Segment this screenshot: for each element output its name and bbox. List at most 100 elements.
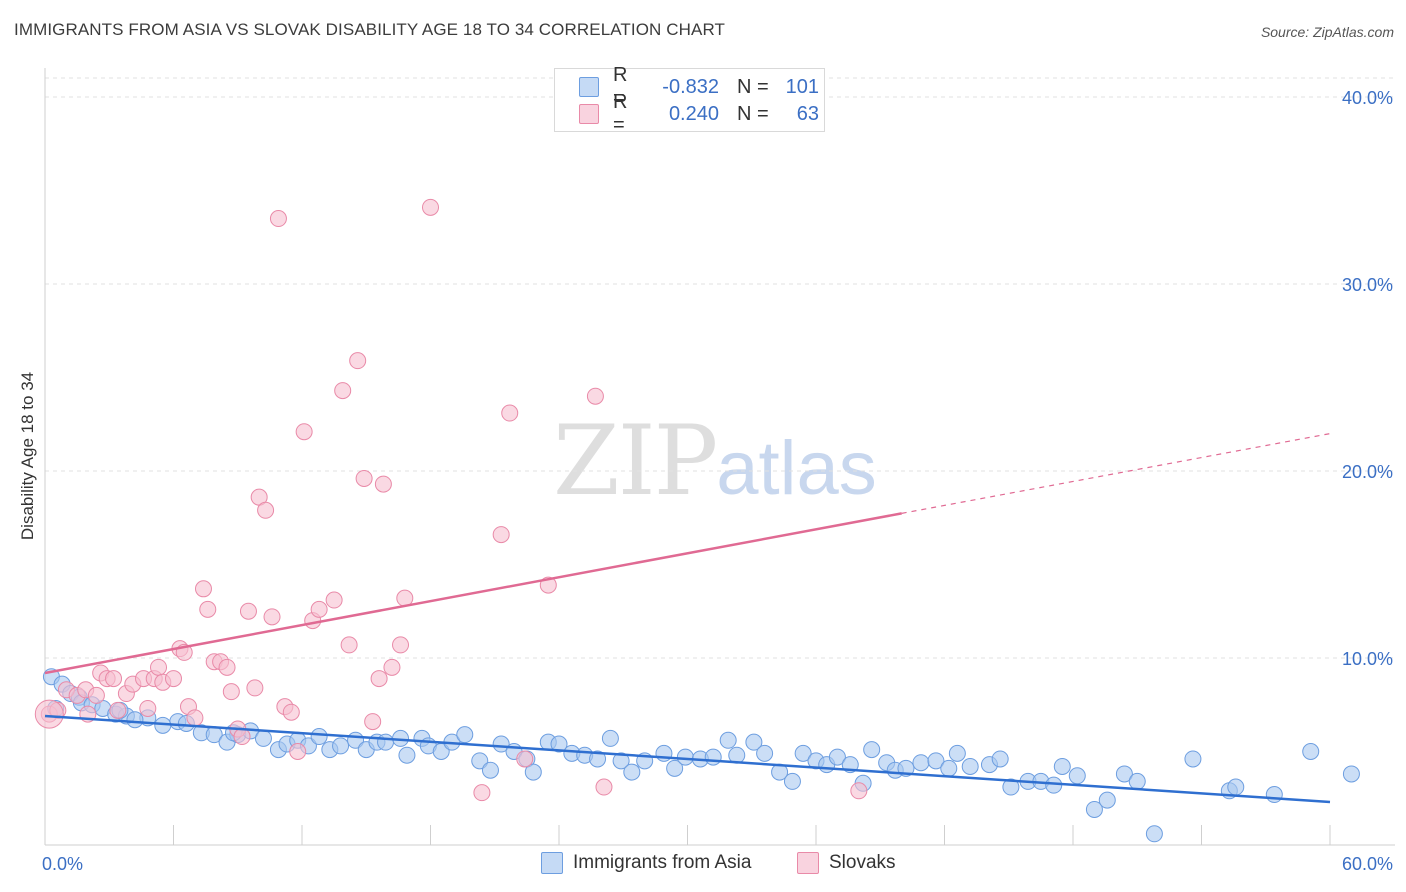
legend-r-value: -0.832 [662, 75, 719, 98]
asia-point [332, 737, 350, 755]
asia-point [828, 748, 846, 766]
slovak-point [218, 658, 236, 676]
asia-point [471, 752, 489, 770]
asia-point [398, 746, 416, 764]
slovak-point [109, 701, 127, 719]
y-tick-label: 30.0% [1342, 275, 1393, 295]
asia-point [676, 748, 694, 766]
slovak-point [422, 198, 439, 216]
slovak-point [392, 636, 410, 654]
source-label: Source: ZipAtlas.com [1260, 24, 1394, 40]
slovak-point [355, 469, 373, 487]
bottom-legend-asia: Immigrants from Asia [541, 852, 751, 874]
asia-point [961, 757, 979, 775]
slovak-point [334, 382, 352, 400]
asia-point [1115, 765, 1133, 783]
asia-point [1098, 791, 1116, 809]
asia-point [310, 728, 328, 746]
slovak-point [325, 591, 343, 609]
legend-r-label: R = [613, 91, 628, 136]
slovak-point [383, 658, 401, 676]
y-tick-label: 20.0% [1342, 462, 1393, 482]
legend-r-value: 0.240 [668, 102, 719, 125]
slovak-point [263, 608, 281, 626]
correlation-legend: R = -0.832 N = 101 R = 0.240 N = 63 [554, 64, 825, 136]
asia-point [745, 733, 763, 751]
asia-point [719, 731, 737, 749]
slovak-point [586, 387, 604, 405]
asia-point [589, 750, 607, 768]
legend-swatch-asia [579, 77, 599, 97]
slovak-point [194, 580, 212, 598]
asia-point [940, 759, 958, 777]
slovak-point [222, 683, 240, 701]
slovak-point [364, 713, 382, 731]
asia-point [550, 735, 568, 753]
legend-swatch-slovaks [579, 104, 599, 124]
slovak-point [850, 782, 868, 800]
legend-n-label: N = [737, 75, 769, 98]
slovak-point [87, 686, 105, 704]
legend-n-value: 101 [785, 75, 819, 98]
legend-row-slovaks: R = 0.240 N = 63 [579, 91, 819, 136]
slovak-point [310, 600, 328, 618]
asia-point [783, 772, 801, 790]
slovak-point [473, 784, 491, 802]
asia-trend-line [44, 714, 1331, 804]
slovak-point [165, 670, 182, 688]
asia-point [126, 711, 144, 729]
slovak-point [370, 670, 388, 688]
asia-point [794, 744, 812, 762]
asia-point [1145, 825, 1163, 843]
watermark: ZIPatlas [553, 405, 877, 517]
asia-point [524, 763, 542, 781]
asia-point [927, 752, 945, 770]
watermark-zip: ZIP [553, 405, 718, 517]
asia-point [948, 744, 966, 762]
asia-point [912, 754, 930, 772]
slovak-point [139, 699, 157, 717]
legend-n-value: 63 [796, 102, 819, 125]
slovak-point [239, 602, 257, 620]
slovak-point [257, 501, 275, 519]
slovak-trend-line-extrapolated [901, 433, 1331, 514]
asia-point [377, 733, 395, 751]
asia-point [612, 752, 630, 770]
slovak-point [349, 352, 367, 370]
slovak-point [269, 210, 287, 228]
slovak-point [282, 703, 300, 721]
slovak-point [34, 699, 64, 729]
slovak-point [374, 475, 392, 493]
slovak-point [246, 679, 264, 697]
slovak-point [199, 600, 217, 618]
slovak-point [340, 636, 358, 654]
slovak-point [501, 404, 519, 422]
slovak-point [595, 778, 613, 796]
slovak-point [295, 423, 313, 441]
slovak-point [516, 750, 534, 768]
slovak-point [105, 670, 123, 688]
asia-point [1227, 778, 1245, 796]
asia-point [1184, 750, 1202, 768]
asia-point [1085, 800, 1103, 818]
bottom-legend-swatch-asia [541, 852, 563, 874]
asia-point [456, 726, 474, 744]
asia-point [863, 741, 881, 759]
asia-point [1068, 767, 1086, 785]
x-tick-label: 0.0% [42, 854, 83, 874]
asia-point [601, 729, 619, 747]
y-axis-label: Disability Age 18 to 34 [18, 371, 37, 541]
legend-row-asia: R = -0.832 N = 101 [579, 64, 819, 109]
bottom-legend-swatch-slovaks [797, 852, 819, 874]
asia-point [1302, 743, 1320, 760]
asia-point [481, 761, 499, 779]
chart-title: IMMIGRANTS FROM ASIA VS SLOVAK DISABILIT… [14, 20, 726, 39]
slovak-point [289, 743, 307, 760]
asia-point [704, 748, 722, 766]
slovak-point [186, 709, 204, 727]
asia-point [1053, 757, 1071, 775]
bottom-legend-label-slovaks: Slovaks [829, 852, 896, 873]
asia-point [1045, 776, 1063, 794]
asia-point [623, 763, 641, 781]
